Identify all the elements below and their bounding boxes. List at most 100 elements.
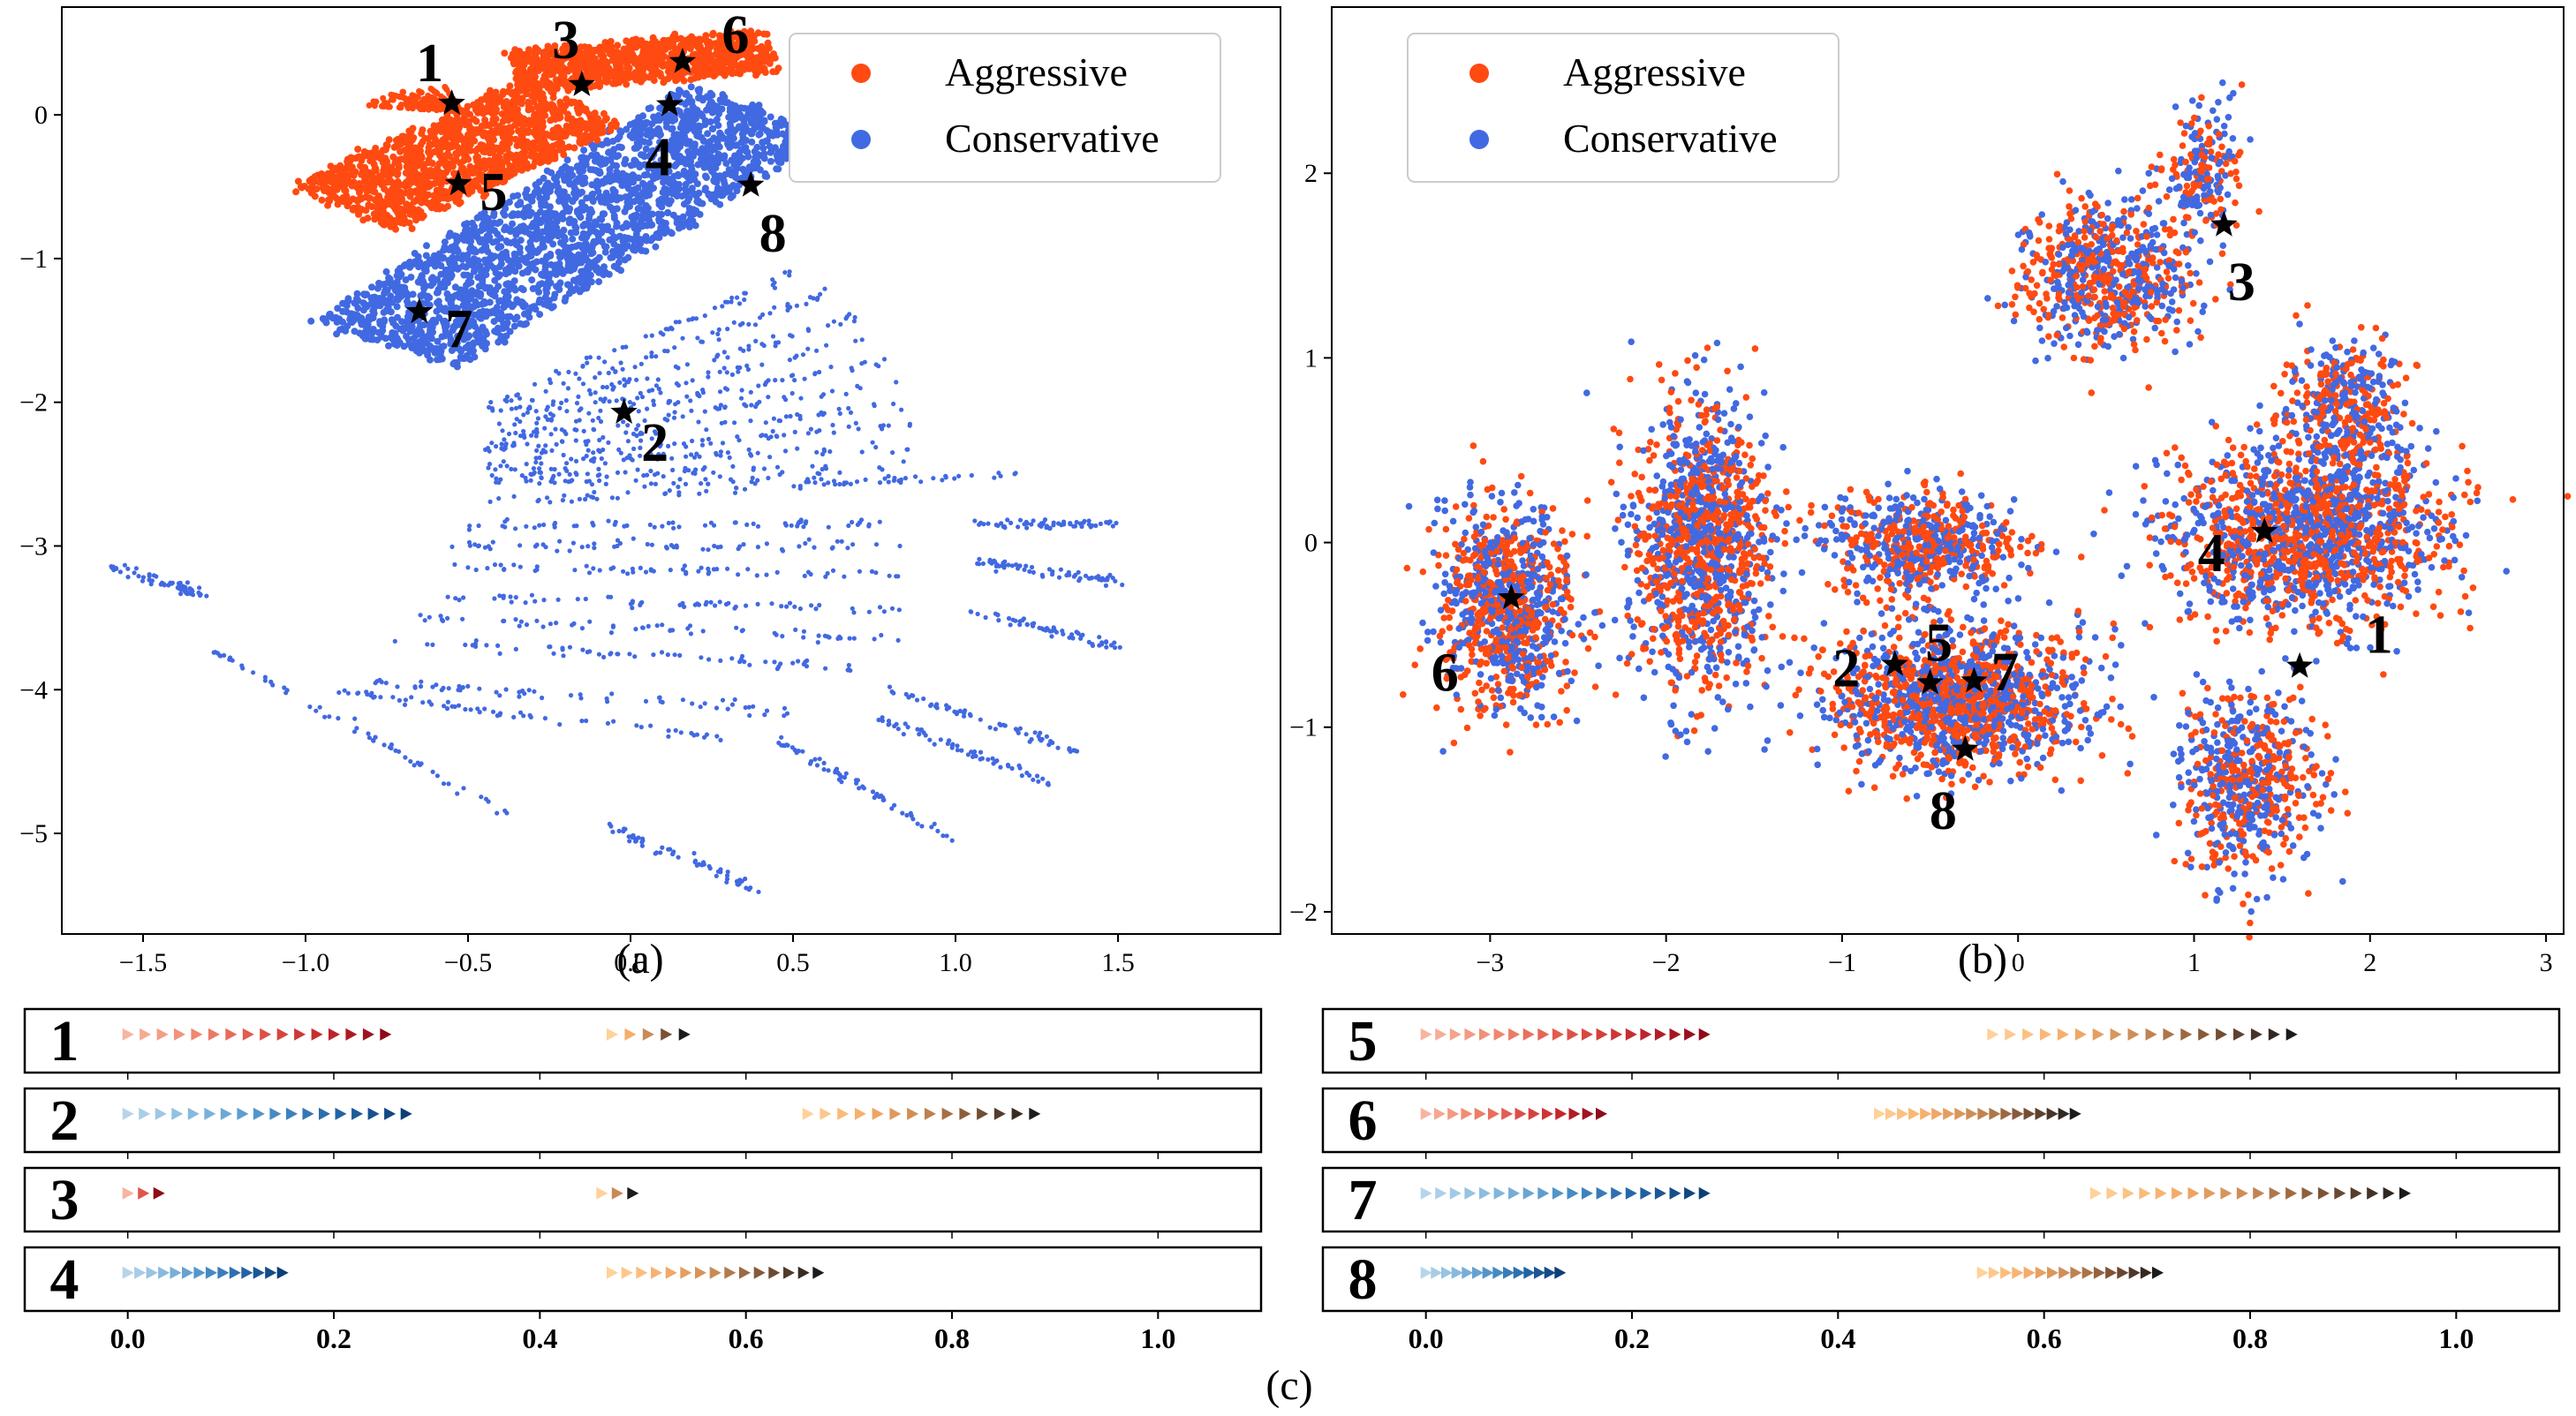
scatter-point: [631, 145, 638, 152]
scatter-point: [633, 839, 638, 844]
scatter-point: [709, 125, 717, 132]
scatter-point: [678, 112, 686, 119]
scatter-point: [546, 207, 553, 215]
scatter-point: [774, 158, 782, 166]
scatter-point: [460, 155, 468, 163]
scatter-point: [551, 219, 559, 227]
scatter-point: [555, 286, 563, 293]
scatter-point: [563, 431, 569, 437]
scatter-point: [700, 629, 706, 634]
scatter-point: [1074, 749, 1080, 754]
scatter-point: [542, 426, 548, 431]
scatter-point: [493, 467, 498, 472]
scatter-point: [756, 383, 761, 388]
scatter-point: [1027, 739, 1032, 744]
scatter-point: [872, 402, 877, 407]
scatter-point: [617, 267, 624, 275]
scatter-point: [568, 180, 576, 188]
scatter-point: [213, 650, 218, 655]
scatter-point: [390, 695, 396, 700]
scatter-point: [669, 456, 675, 461]
scatter-point: [1081, 520, 1086, 525]
scatter-point: [708, 147, 716, 154]
scatter-point: [509, 406, 515, 411]
scatter-point: [561, 653, 566, 659]
scatter-point: [489, 472, 495, 478]
scatter-point: [587, 649, 593, 654]
scatter-point: [554, 188, 562, 196]
scatter-point: [586, 278, 594, 286]
scatter-point: [915, 727, 920, 732]
scatter-point: [773, 378, 778, 383]
scatter-point: [734, 486, 739, 491]
scatter-point: [612, 348, 617, 353]
scatter-point: [744, 105, 752, 113]
scatter-point: [645, 105, 653, 112]
scatter-point: [803, 540, 808, 546]
scatter-point: [1078, 636, 1084, 641]
scatter-point: [490, 709, 496, 714]
scatter-point: [494, 689, 499, 695]
scatter-point: [465, 565, 471, 570]
scatter-point: [714, 452, 720, 457]
scatter-point: [652, 524, 657, 530]
scatter-point: [721, 350, 727, 355]
scatter-point: [494, 479, 499, 485]
scatter-point: [585, 215, 593, 222]
scatter-point: [490, 408, 495, 413]
scatter-point: [497, 712, 502, 718]
scatter-point: [397, 697, 402, 704]
scatter-point: [585, 270, 593, 278]
scatter-point: [817, 602, 822, 608]
scatter-point: [420, 284, 428, 292]
scatter-point: [804, 479, 809, 485]
scatter-point: [913, 474, 918, 479]
scatter-point: [848, 667, 853, 674]
scatter-point: [657, 695, 662, 700]
scatter-point: [891, 401, 896, 407]
scatter-point: [729, 656, 735, 661]
scatter-point: [133, 566, 139, 571]
scatter-point: [633, 627, 638, 632]
scatter-point: [568, 693, 574, 698]
scatter-point: [779, 130, 787, 138]
scatter-point: [441, 283, 449, 291]
scatter-point: [407, 128, 415, 135]
scatter-point: [689, 452, 694, 457]
scatter-point: [805, 431, 812, 436]
scatter-point: [613, 369, 618, 374]
scatter-point: [446, 153, 453, 160]
scatter-point: [998, 473, 1003, 478]
scatter-point: [519, 286, 527, 294]
scatter-point: [622, 523, 627, 529]
scatter-point: [727, 193, 735, 201]
scatter-point: [625, 423, 631, 428]
scatter-point: [512, 467, 517, 472]
scatter-point: [230, 658, 235, 663]
scatter-point: [682, 90, 690, 98]
scatter-point: [497, 593, 502, 599]
scatter-point: [575, 597, 580, 602]
scatter-point: [727, 455, 732, 461]
scatter-point: [873, 570, 879, 576]
scatter-point: [426, 256, 434, 264]
scatter-point: [812, 480, 818, 486]
scatter-point: [870, 440, 875, 445]
scatter-point: [683, 481, 689, 487]
scatter-point: [693, 109, 700, 117]
scatter-point: [675, 87, 683, 94]
scatter-point: [850, 542, 856, 547]
scatter-point: [756, 166, 764, 174]
scatter-point: [366, 731, 371, 736]
scatter-point: [697, 454, 702, 459]
scatter-point: [747, 712, 752, 719]
scatter-point: [553, 426, 558, 432]
scatter-point: [240, 666, 246, 671]
scatter-point: [801, 635, 806, 640]
scatter-point: [801, 524, 806, 530]
scatter-point: [513, 595, 518, 600]
scatter-point: [809, 603, 814, 608]
scatter-point: [737, 322, 744, 328]
scatter-point: [729, 372, 736, 377]
scatter-point: [826, 768, 831, 773]
